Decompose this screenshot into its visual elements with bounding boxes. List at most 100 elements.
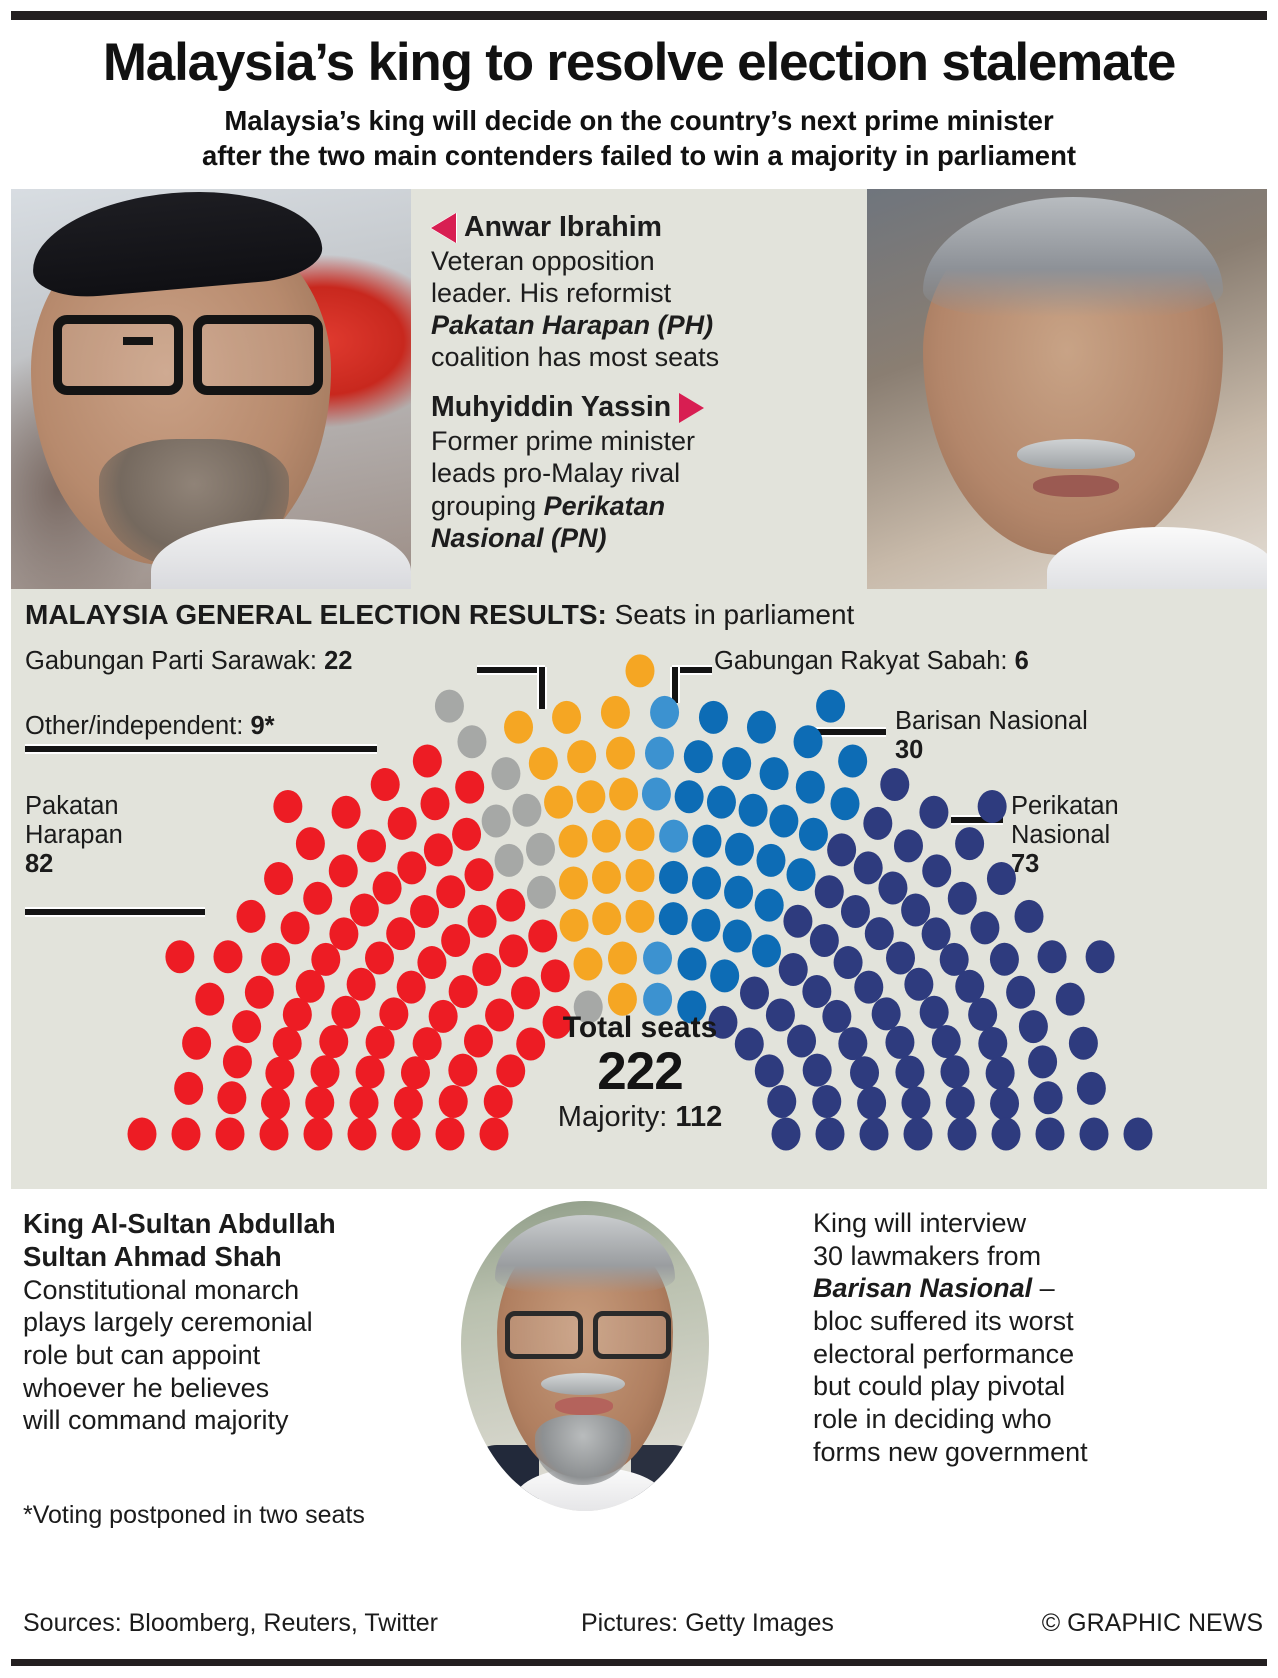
- muhyiddin-name: Muhyiddin Yassin: [431, 391, 672, 424]
- right-note-1: King will interview: [813, 1208, 1027, 1238]
- bottom-divider: [11, 1659, 1267, 1666]
- seat-dot: [641, 777, 671, 811]
- seat-dot: [483, 1085, 513, 1119]
- seat-dot: [165, 940, 195, 974]
- muhyiddin-name-row: Muhyiddin Yassin: [431, 391, 849, 425]
- seat-dot: [573, 990, 603, 1024]
- label-grs-text: Gabungan Rakyat Sabah:: [714, 647, 1008, 675]
- seat-dot: [303, 881, 333, 915]
- right-note-bold: Barisan Nasional: [813, 1273, 1033, 1304]
- seat-dot: [217, 1081, 247, 1115]
- seat-dot: [708, 1005, 738, 1039]
- seat-dot: [609, 777, 639, 811]
- muhyiddin-desc-3: grouping: [431, 490, 544, 521]
- seat-dot: [767, 1085, 797, 1119]
- label-gps: Gabungan Parti Sarawak: 22: [25, 647, 352, 676]
- seat-dot: [625, 654, 655, 688]
- leader-gps-h: [477, 667, 545, 673]
- chart-title-rest: Seats in parliament: [606, 599, 855, 630]
- king-photo: [461, 1201, 709, 1511]
- seat-dot: [494, 843, 524, 877]
- seat-dot: [864, 917, 894, 951]
- seat-dot: [795, 770, 825, 804]
- seat-dot: [970, 911, 1000, 945]
- seat-dot: [552, 700, 582, 734]
- total-seats-label: Total seats: [562, 1011, 718, 1044]
- triangle-left-icon: [431, 212, 456, 243]
- seat-dot: [467, 904, 497, 938]
- label-other: Other/independent: 9*: [25, 712, 275, 741]
- muhyiddin-coalition-2: Nasional (PN): [431, 522, 607, 553]
- seat-dot: [504, 710, 534, 744]
- seat-dot: [213, 940, 243, 974]
- seat-dot: [244, 975, 274, 1009]
- seat-dot: [968, 997, 998, 1031]
- seat-dot: [880, 768, 910, 802]
- seat-dot: [448, 1053, 478, 1087]
- label-bn-line1: Barisan Nasional: [895, 707, 1088, 735]
- seat-dot: [397, 851, 427, 885]
- contenders-text: Anwar Ibrahim Veteran opposition leader.…: [411, 189, 867, 589]
- seat-dot: [658, 902, 688, 936]
- seat-dot: [677, 947, 707, 981]
- seat-dot: [815, 1117, 845, 1151]
- seat-dot: [738, 793, 768, 827]
- seat-dot: [236, 899, 266, 933]
- leader-bn: [808, 729, 886, 735]
- seat-dot: [754, 1054, 784, 1088]
- leader-pn: [951, 817, 1003, 823]
- seat-dot: [379, 997, 409, 1031]
- seat-dot: [357, 829, 387, 863]
- seat-dot: [591, 860, 621, 894]
- seat-dot: [986, 861, 1016, 895]
- seat-dot: [1037, 940, 1067, 974]
- total-seats-value: 222: [597, 1042, 683, 1101]
- seat-dot: [559, 908, 589, 942]
- seat-dot: [512, 793, 542, 827]
- seat-dot: [195, 982, 225, 1016]
- seat-dot: [725, 832, 754, 866]
- seat-dot: [863, 806, 893, 840]
- seat-dot: [329, 917, 359, 951]
- top-divider: [11, 11, 1267, 20]
- leader-grs-h: [672, 667, 712, 673]
- seat-dot: [542, 1005, 572, 1039]
- seat-dot: [182, 1026, 212, 1060]
- anwar-coalition: Pakatan Harapan (PH): [431, 310, 714, 341]
- seat-dot: [809, 923, 839, 957]
- seat-dot: [260, 1086, 290, 1120]
- parliament-chart-panel: MALAYSIA GENERAL ELECTION RESULTS: Seats…: [11, 589, 1267, 1189]
- seat-dot: [331, 795, 361, 829]
- seat-dot: [1079, 1117, 1109, 1151]
- subtitle-line-1: Malaysia’s king will decide on the count…: [224, 105, 1054, 136]
- seat-dot: [455, 770, 485, 804]
- seat-dot: [840, 894, 870, 928]
- seat-dot: [412, 744, 442, 778]
- seat-dot: [464, 858, 494, 892]
- seat-dot: [921, 917, 951, 951]
- seat-dot: [558, 866, 588, 900]
- seat-dot: [1006, 975, 1036, 1009]
- muhyiddin-photo: [867, 189, 1267, 589]
- king-body-3: role but can appoint: [23, 1339, 261, 1370]
- bottom-section: King Al-Sultan Abdullah Sultan Ahmad Sha…: [11, 1197, 1267, 1597]
- seat-dot: [303, 1117, 333, 1151]
- seat-dot: [650, 695, 680, 729]
- label-pn-line2: Nasional: [1011, 821, 1111, 850]
- seat-dot: [886, 941, 915, 975]
- seat-dot: [838, 744, 868, 778]
- seat-dot: [576, 780, 606, 814]
- seat-dot: [859, 1117, 889, 1151]
- seat-dot: [417, 946, 447, 980]
- seat-dot: [295, 827, 325, 861]
- seat-dot: [511, 976, 540, 1010]
- triangle-right-icon: [679, 393, 705, 424]
- seat-dot: [127, 1117, 157, 1151]
- seat-dot: [625, 858, 655, 892]
- seat-dot: [1014, 899, 1044, 933]
- seat-dot: [491, 757, 521, 791]
- right-note-bold-row: Barisan Nasional –: [813, 1272, 1263, 1305]
- anwar-name: Anwar Ibrahim: [464, 211, 662, 243]
- seat-dot: [607, 982, 637, 1016]
- seat-dot: [756, 843, 786, 877]
